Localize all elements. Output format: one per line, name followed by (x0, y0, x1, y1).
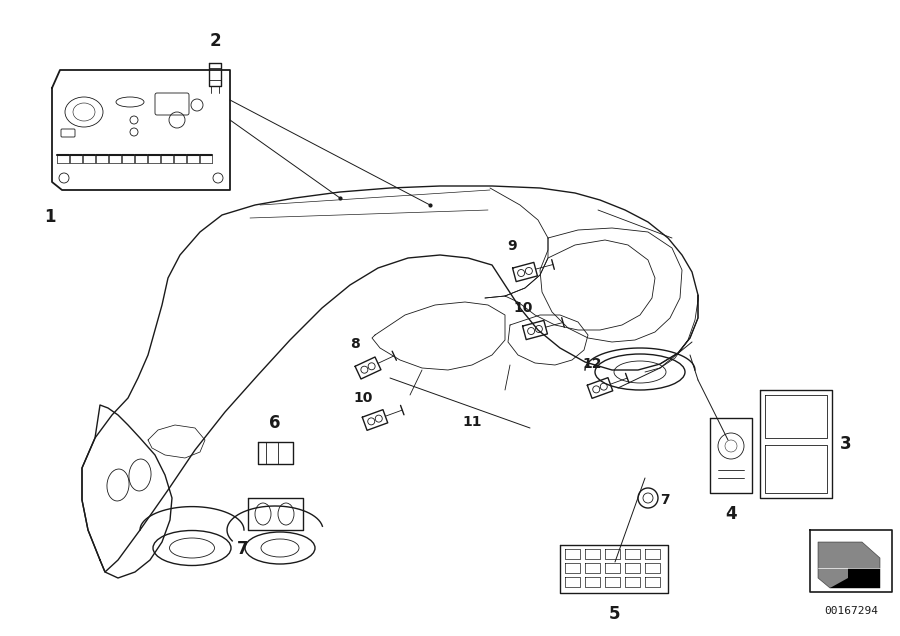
Text: 11: 11 (462, 415, 482, 429)
Text: 4: 4 (725, 505, 737, 523)
Text: 6: 6 (269, 414, 281, 432)
Polygon shape (818, 542, 880, 588)
Text: 2: 2 (209, 32, 220, 50)
Text: 10: 10 (513, 301, 533, 315)
Polygon shape (830, 568, 880, 588)
Text: 9: 9 (507, 239, 517, 253)
Text: 7: 7 (238, 540, 248, 558)
Text: 7: 7 (660, 493, 670, 507)
Text: 8: 8 (350, 337, 360, 351)
Text: 3: 3 (840, 435, 851, 453)
Text: 1: 1 (44, 208, 56, 226)
Text: 00167294: 00167294 (824, 606, 878, 616)
Text: 12: 12 (582, 357, 601, 371)
Text: 10: 10 (353, 391, 373, 405)
Text: 5: 5 (608, 605, 620, 623)
